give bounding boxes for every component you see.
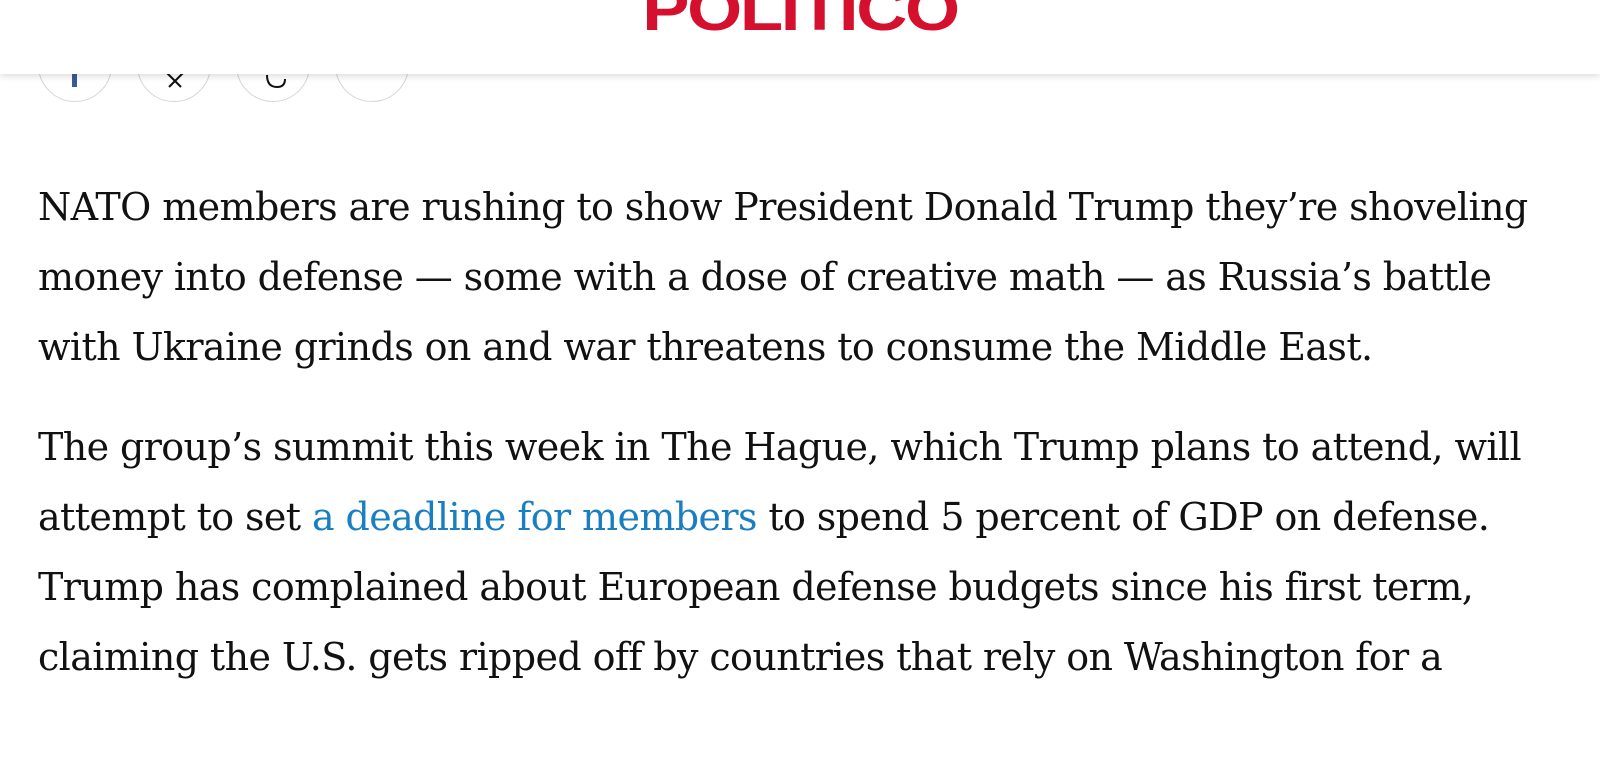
link-icon	[266, 74, 286, 89]
politico-logo[interactable]: POLITICO	[642, 0, 960, 43]
paragraph-2-text-before-link: The group’s summit this week in The Hagu…	[38, 425, 1522, 539]
paragraph-2-text-after-link: to spend 5 percent of GDP on defense. Tr…	[38, 495, 1490, 679]
facebook-icon	[72, 73, 77, 87]
article-body: NATO members are rushing to show Preside…	[38, 172, 1578, 722]
site-header: POLITICO	[0, 0, 1600, 74]
paragraph-1-text: NATO members are rushing to show Preside…	[38, 185, 1528, 369]
article-paragraph: The group’s summit this week in The Hagu…	[38, 412, 1578, 692]
article-paragraph: NATO members are rushing to show Preside…	[38, 172, 1578, 382]
deadline-for-members-link[interactable]: a deadline for members	[311, 495, 758, 539]
